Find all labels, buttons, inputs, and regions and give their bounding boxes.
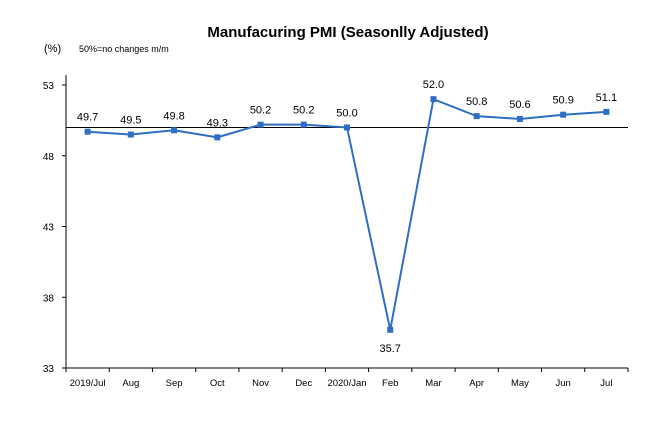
data-label: 49.8: [163, 110, 184, 122]
series-polyline: [87, 98, 607, 331]
y-axis-unit: (%): [44, 43, 61, 55]
x-tick-label: Aug: [122, 378, 139, 389]
x-tick-label: Apr: [469, 378, 484, 389]
x-tick-label: Nov: [252, 378, 269, 389]
data-label: 50.2: [293, 105, 314, 117]
data-point-marker: [84, 128, 91, 135]
x-tick-label: Feb: [382, 378, 398, 389]
y-tick-label: 53: [43, 81, 55, 92]
data-label: 52.0: [423, 79, 444, 91]
x-tick-label: Jul: [600, 378, 612, 389]
data-point-marker: [387, 326, 394, 333]
data-label: 50.9: [552, 95, 573, 107]
series-line: [84, 96, 610, 333]
data-point-marker: [603, 108, 610, 115]
data-point-marker: [344, 124, 350, 131]
data-label: 50.6: [509, 99, 530, 111]
y-tick-label: 48: [43, 152, 55, 163]
x-tick-label: Jun: [555, 378, 570, 389]
x-tick-label: Oct: [210, 378, 225, 389]
chart-title: Manufacuring PMI (Seasonlly Adjusted): [207, 24, 488, 41]
data-label: 50.2: [250, 105, 271, 117]
reference-note: 50%=no changes m/m: [79, 44, 169, 54]
data-point-marker: [560, 111, 567, 118]
x-tick-label: Mar: [425, 378, 441, 389]
data-point-marker: [473, 113, 480, 120]
data-point-marker: [171, 127, 178, 134]
x-tick-label: 2019/Jul: [70, 378, 106, 389]
data-label: 49.5: [120, 115, 141, 127]
data-point-marker: [516, 115, 523, 122]
y-tick-label: 38: [43, 293, 55, 304]
y-tick-label: 43: [43, 223, 55, 234]
data-point-marker: [300, 121, 307, 128]
data-label: 49.3: [207, 117, 228, 129]
data-label: 50.0: [336, 107, 357, 119]
x-tick-label: 2020/Jan: [327, 378, 366, 389]
data-point-marker: [127, 131, 134, 138]
x-tick-label: Sep: [166, 378, 183, 389]
data-point-marker: [257, 121, 264, 128]
x-tick-label: May: [511, 378, 529, 389]
axes: 33 38 43 48 53 2019/Jul Aug Sep Oct Nov Dec 2020/Ja…: [43, 75, 629, 389]
data-label: 50.8: [466, 96, 487, 108]
data-label: 51.1: [596, 92, 617, 104]
data-label: 49.7: [77, 112, 98, 124]
data-point-marker: [430, 96, 437, 103]
data-labels: 49.7 49.5 49.8 49.3 50.2 50.2 50.0 35.7 52.0 50.8…: [77, 79, 617, 355]
data-point-marker: [214, 134, 221, 141]
data-label: 35.7: [380, 343, 401, 355]
y-tick-label: 33: [43, 364, 55, 375]
x-tick-label: Dec: [295, 378, 312, 389]
